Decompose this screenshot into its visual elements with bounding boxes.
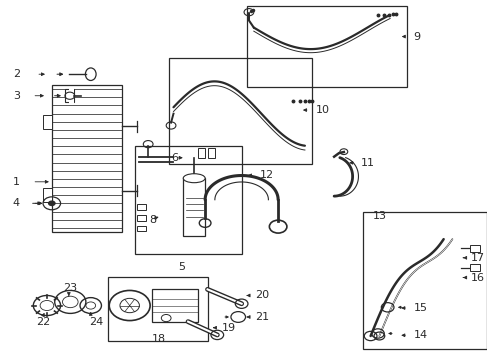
Bar — [183, 178, 204, 235]
Text: 7: 7 — [190, 224, 197, 233]
Bar — [137, 204, 145, 210]
Text: 23: 23 — [63, 283, 77, 293]
Bar — [469, 244, 479, 252]
Bar — [43, 115, 52, 129]
Text: 17: 17 — [469, 253, 484, 263]
Bar — [363, 212, 487, 348]
Bar — [168, 58, 311, 164]
Text: 15: 15 — [413, 303, 427, 313]
Text: 2: 2 — [13, 69, 20, 79]
Text: 14: 14 — [413, 330, 427, 340]
Bar — [69, 87, 74, 105]
Bar — [207, 148, 214, 158]
Text: 5: 5 — [178, 262, 185, 272]
Bar — [65, 89, 74, 102]
Bar — [134, 146, 241, 253]
Text: 21: 21 — [255, 312, 269, 322]
Bar — [151, 289, 198, 321]
Text: 4: 4 — [13, 198, 20, 208]
Text: 18: 18 — [151, 334, 165, 344]
Text: 12: 12 — [259, 170, 273, 180]
Text: 20: 20 — [255, 291, 269, 301]
Ellipse shape — [183, 174, 204, 183]
Text: 13: 13 — [372, 211, 386, 221]
Text: 1: 1 — [13, 177, 20, 187]
Bar — [137, 215, 145, 221]
Bar — [107, 277, 207, 341]
Bar — [246, 6, 407, 87]
Text: 10: 10 — [315, 105, 329, 115]
Text: 9: 9 — [413, 32, 420, 41]
Bar — [43, 188, 52, 202]
Bar — [469, 264, 479, 271]
Text: 11: 11 — [360, 158, 374, 168]
Text: 19: 19 — [221, 323, 235, 333]
Text: 6: 6 — [171, 153, 178, 163]
Text: 22: 22 — [36, 317, 50, 327]
Circle shape — [48, 201, 56, 206]
Bar — [137, 226, 145, 231]
Bar — [52, 85, 122, 232]
Text: 16: 16 — [469, 273, 484, 283]
Text: 3: 3 — [13, 91, 20, 101]
Bar — [198, 148, 204, 158]
Text: 24: 24 — [89, 317, 103, 327]
Text: 8: 8 — [149, 215, 156, 225]
